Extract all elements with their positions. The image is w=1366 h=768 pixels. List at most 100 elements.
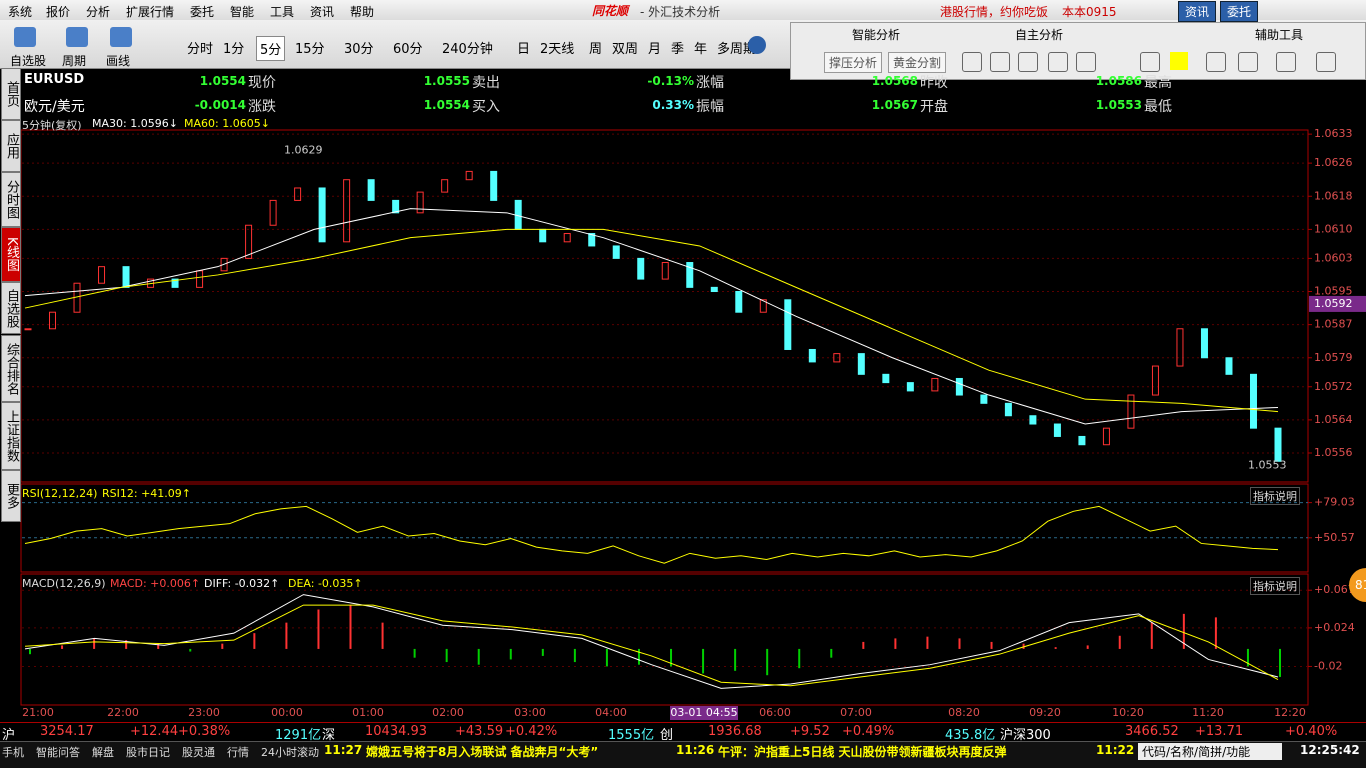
tool-icon[interactable] xyxy=(110,27,132,47)
status-tab[interactable]: 24小时滚动 xyxy=(261,746,319,759)
sidebar-tab[interactable]: K线图 xyxy=(1,227,21,282)
period-button[interactable]: 240分钟 xyxy=(442,42,493,57)
sidebar-tab[interactable]: 分时图 xyxy=(1,172,21,227)
news-headline[interactable]: 嫦娥五号将于8月入场联试 备战奔月“大考” xyxy=(366,745,599,759)
symbol: EURUSD xyxy=(24,72,85,87)
menu-item[interactable]: 系统 xyxy=(8,5,33,19)
ma60-line xyxy=(24,228,1279,413)
sidebar-tab[interactable]: 首页 xyxy=(1,68,21,120)
period-button[interactable]: 双周 xyxy=(612,42,639,57)
panel-button[interactable]: 黄金分割 xyxy=(888,52,947,73)
sidebar-tab[interactable]: 自选股 xyxy=(1,282,21,334)
tool-label[interactable]: 画线 xyxy=(106,54,131,68)
news-headline[interactable]: 午评：沪指重上5日线 天山股份带领新疆板块再度反弹 xyxy=(718,745,1007,759)
price-legend: MA30: 1.0596↓ xyxy=(92,117,178,130)
high-annotation: 1.0629 xyxy=(284,144,323,157)
badge: 81 xyxy=(1349,568,1366,602)
drawing-tool[interactable] xyxy=(1170,52,1188,70)
drawing-tool[interactable] xyxy=(1238,52,1258,72)
menu-item[interactable]: 工具 xyxy=(270,5,295,19)
candle xyxy=(367,179,375,201)
drawing-tool[interactable] xyxy=(1316,52,1336,72)
status-tab[interactable]: 手机 xyxy=(2,746,24,759)
tool-icon[interactable] xyxy=(66,27,88,47)
y-tick-label: 1.0610 xyxy=(1314,222,1353,235)
period-button[interactable]: 多周期 xyxy=(717,42,757,57)
tool-icon[interactable] xyxy=(14,27,36,47)
menu-item[interactable]: 扩展行情 xyxy=(126,5,175,19)
menu-item[interactable]: 帮助 xyxy=(350,5,375,19)
period-button[interactable]: 周 xyxy=(589,42,603,57)
period-button[interactable]: 日 xyxy=(517,42,531,57)
drawing-tool[interactable] xyxy=(990,52,1010,72)
period-button[interactable]: 2天线 xyxy=(540,42,575,57)
top-button[interactable]: 资讯 xyxy=(1178,1,1217,22)
panel-button[interactable]: 撑压分析 xyxy=(824,52,883,73)
period-button[interactable]: 30分 xyxy=(344,42,374,57)
indicator-help[interactable]: 指标说明 xyxy=(1250,487,1300,505)
period-button[interactable]: 1分 xyxy=(223,42,245,57)
candle xyxy=(1004,402,1012,417)
menu-item[interactable]: 委托 xyxy=(190,5,215,19)
menu-item[interactable]: 资讯 xyxy=(310,5,335,19)
tool-label[interactable]: 周期 xyxy=(62,54,87,68)
index-change: +43.59 xyxy=(455,724,504,739)
menu-item[interactable]: 报价 xyxy=(46,5,71,19)
index-value: 3466.52 xyxy=(1125,724,1179,739)
drawing-tool[interactable] xyxy=(1276,52,1296,72)
drawing-tool[interactable] xyxy=(1076,52,1096,72)
y-tick-label: +79.03 xyxy=(1314,496,1355,509)
status-tab[interactable]: 行情 xyxy=(227,746,249,759)
candle xyxy=(637,257,645,280)
settings-icon[interactable] xyxy=(748,36,766,54)
y-tick-label: +50.57 xyxy=(1314,531,1355,544)
candle xyxy=(441,179,449,193)
candle xyxy=(759,299,767,313)
status-tab[interactable]: 股灵通 xyxy=(182,746,215,759)
sidebar-tab[interactable]: 应用 xyxy=(1,120,21,172)
drawing-tool[interactable] xyxy=(962,52,982,72)
panel-section-title: 辅助工具 xyxy=(1255,28,1304,42)
promo-link[interactable]: 港股行情，约你吃饭 xyxy=(940,5,1049,19)
x-tick-label: 07:00 xyxy=(840,706,872,719)
diff-line xyxy=(24,594,1279,689)
sidebar-tab[interactable]: 更多 xyxy=(1,470,21,522)
news-time: 11:27 xyxy=(324,743,363,757)
sidebar-tab[interactable]: 综合排名 xyxy=(1,335,21,402)
candle xyxy=(1078,435,1086,446)
x-tick-label: 02:00 xyxy=(432,706,464,719)
current-price-box xyxy=(1309,295,1366,312)
drawing-tool[interactable] xyxy=(1206,52,1226,72)
candle xyxy=(171,278,179,288)
drawing-tool[interactable] xyxy=(1140,52,1160,72)
candle xyxy=(686,262,694,288)
candle xyxy=(563,233,571,243)
indicator-help[interactable]: 指标说明 xyxy=(1250,577,1300,595)
search-box[interactable]: 代码/名称/简拼/功能 xyxy=(1138,743,1282,760)
tool-label[interactable]: 自选股 xyxy=(10,54,47,68)
quote-label: 开盘 xyxy=(920,99,948,115)
menu-item[interactable]: 智能 xyxy=(230,5,255,19)
period-button[interactable]: 季 xyxy=(671,42,685,57)
period-button[interactable]: 月 xyxy=(648,42,662,57)
app-title: - 外汇技术分析 xyxy=(640,5,721,19)
period-button[interactable]: 60分 xyxy=(393,42,423,57)
period-button[interactable]: 15分 xyxy=(295,42,325,57)
period-button[interactable]: 年 xyxy=(694,42,708,57)
top-button[interactable]: 委托 xyxy=(1220,1,1259,22)
status-tab[interactable]: 股市日记 xyxy=(126,746,170,759)
index-pct: +0.40% xyxy=(1285,724,1338,739)
status-tab[interactable]: 解盘 xyxy=(92,746,114,759)
drawing-tool[interactable] xyxy=(1018,52,1038,72)
candle xyxy=(906,382,914,392)
quote-label: 最低 xyxy=(1144,99,1172,115)
menu-item[interactable]: 分析 xyxy=(86,5,111,19)
period-button[interactable]: 分时 xyxy=(187,42,214,57)
period-button[interactable]: 5分 xyxy=(256,36,286,61)
drawing-tool[interactable] xyxy=(1048,52,1068,72)
x-tick-label: 00:00 xyxy=(271,706,303,719)
rsi-legend: RSI12: +41.09↑ xyxy=(102,487,191,500)
sidebar-tab[interactable]: 上证指数 xyxy=(1,402,21,470)
status-tab[interactable]: 智能问答 xyxy=(36,746,80,759)
news-time: 11:26 xyxy=(676,743,715,757)
